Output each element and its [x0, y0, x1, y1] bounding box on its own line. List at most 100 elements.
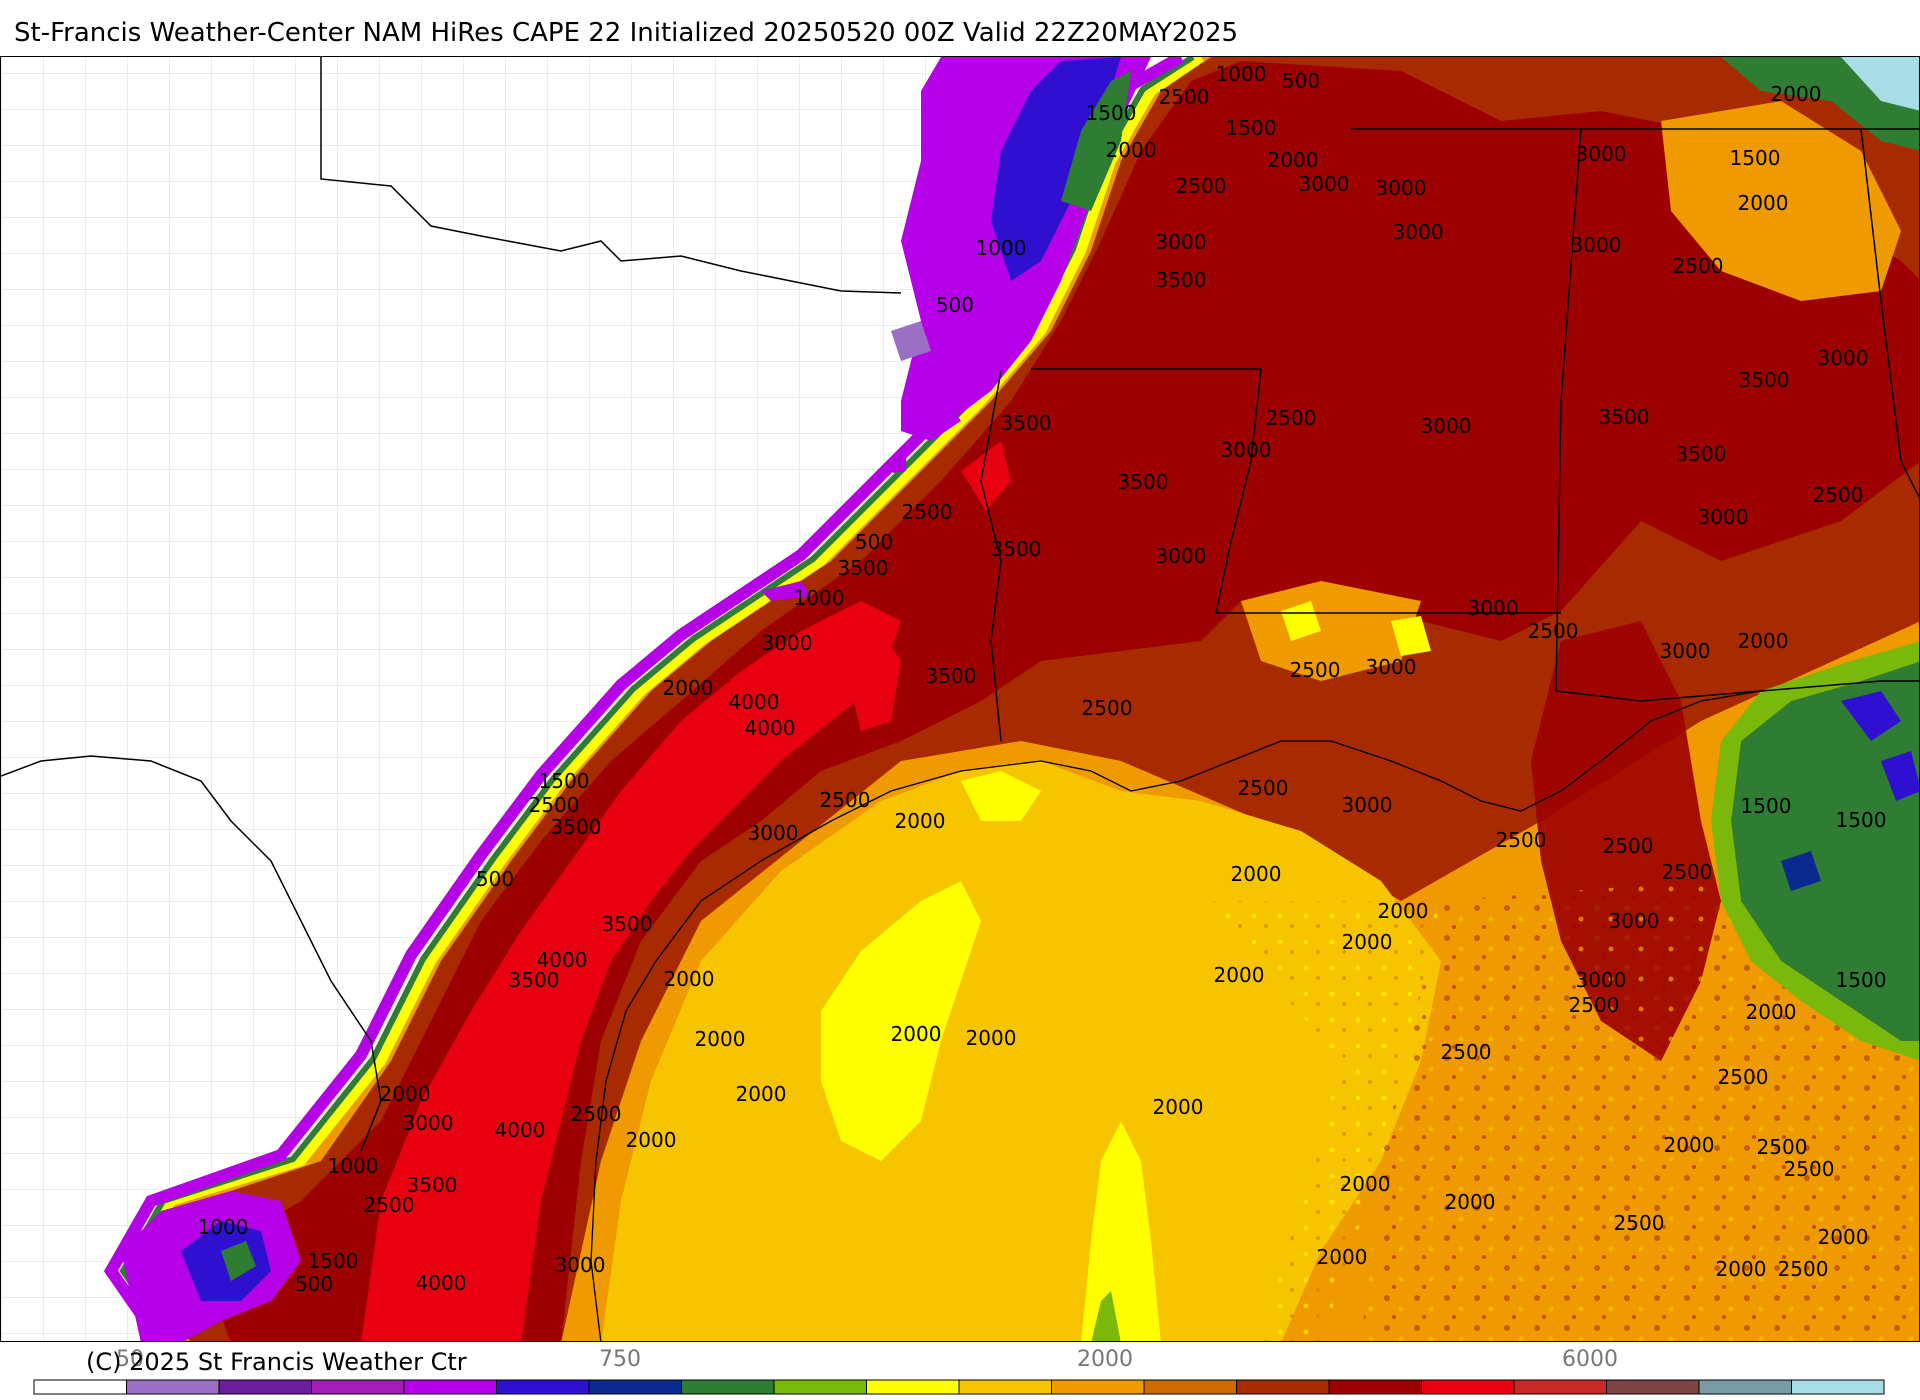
legend-swatch — [1698, 1379, 1792, 1395]
contour-label: 3000 — [1571, 233, 1622, 257]
legend-swatch — [496, 1379, 590, 1395]
contour-label: 2500 — [1662, 860, 1713, 884]
contour-label: 3500 — [602, 912, 653, 936]
contour-label: 1000 — [198, 1215, 249, 1239]
legend-swatch — [1791, 1379, 1885, 1395]
contour-label: 2000 — [663, 676, 714, 700]
contour-labels: 1000 500 2500 1500 1500 2000 2000 2000 3000 1500 2… — [198, 62, 1887, 1296]
contour-label: 3000 — [1818, 346, 1869, 370]
contour-label: 1500 — [1086, 101, 1137, 125]
contour-label: 2000 — [380, 1082, 431, 1106]
contour-label: 2000 — [1106, 138, 1157, 162]
contour-label: 2500 — [1757, 1135, 1808, 1159]
contour-label: 3000 — [1221, 438, 1272, 462]
contour-label: 2000 — [895, 809, 946, 833]
contour-label: 3000 — [403, 1111, 454, 1135]
color-scale-legend: 50 750 2000 6000 — [33, 1347, 1885, 1395]
contour-label: 2000 — [1738, 191, 1789, 215]
contour-label: 3000 — [1376, 176, 1427, 200]
contour-label: 3000 — [1609, 909, 1660, 933]
contour-label: 500 — [476, 867, 514, 891]
legend-swatch — [866, 1379, 960, 1395]
contour-label: 3500 — [1156, 268, 1207, 292]
contour-label: 500 — [936, 293, 974, 317]
contour-label: 1000 — [794, 586, 845, 610]
contour-label: 2000 — [736, 1082, 787, 1106]
cape-3500-region — [201, 61, 1919, 1341]
contour-label: 3500 — [1739, 368, 1790, 392]
contour-label: 2500 — [1603, 834, 1654, 858]
cape-map: 1000 500 2500 1500 1500 2000 2000 2000 3000 1500 2… — [0, 56, 1920, 1342]
contour-label: 2500 — [1290, 658, 1341, 682]
contour-label: 2000 — [1738, 629, 1789, 653]
contour-label: 3500 — [551, 815, 602, 839]
contour-label: 2500 — [1528, 619, 1579, 643]
contour-label: 1000 — [976, 236, 1027, 260]
contour-label: 3500 — [1118, 470, 1169, 494]
legend-swatch — [773, 1379, 867, 1395]
legend-swatch — [126, 1379, 220, 1395]
legend-swatch — [681, 1379, 775, 1395]
legend-swatch — [218, 1379, 312, 1395]
contour-label: 1500 — [308, 1249, 359, 1273]
legend-swatch — [33, 1379, 127, 1395]
contour-label: 3500 — [509, 968, 560, 992]
contour-label: 3500 — [838, 556, 889, 580]
legend-swatch — [588, 1379, 682, 1395]
contour-label: 2500 — [1718, 1065, 1769, 1089]
contour-label: 3500 — [926, 664, 977, 688]
contour-label: 500 — [855, 530, 893, 554]
contour-label: 2000 — [1214, 963, 1265, 987]
contour-label: 2000 — [1153, 1095, 1204, 1119]
legend-tick-label: 2000 — [1077, 1347, 1133, 1372]
contour-label: 2000 — [626, 1128, 677, 1152]
contour-label: 3500 — [1676, 442, 1727, 466]
contour-label: 2000 — [1664, 1133, 1715, 1157]
contour-label: 2500 — [1778, 1257, 1829, 1281]
contour-label: 2000 — [1317, 1245, 1368, 1269]
contour-label: 1500 — [1836, 968, 1887, 992]
legend-swatch — [1606, 1379, 1700, 1395]
copyright-text: (C) 2025 St Francis Weather Ctr — [86, 1348, 467, 1376]
legend-swatch — [1421, 1379, 1515, 1395]
contour-label: 1500 — [1836, 808, 1887, 832]
cape-2000-region — [821, 881, 981, 1161]
cape-1000-region — [991, 57, 1121, 281]
contour-label: 4000 — [537, 948, 588, 972]
contour-label: 4000 — [745, 716, 796, 740]
contour-label: 2000 — [695, 1027, 746, 1051]
contour-label: 2000 — [1231, 862, 1282, 886]
contour-label: 2000 — [1268, 148, 1319, 172]
cape-1500-region — [1731, 661, 1919, 1041]
legend-swatch — [403, 1379, 497, 1395]
cape-4000-region — [361, 601, 901, 1341]
contour-label: 2000 — [1746, 1000, 1797, 1024]
contour-label: 1500 — [1741, 794, 1792, 818]
contour-label: 3500 — [991, 537, 1042, 561]
contour-label: 2000 — [1342, 930, 1393, 954]
legend-swatch — [1236, 1379, 1330, 1395]
legend-tick-label: 50 — [116, 1347, 144, 1372]
contour-label: 2000 — [1771, 82, 1822, 106]
legend-tick-label: 750 — [599, 1347, 641, 1372]
contour-label: 2000 — [891, 1022, 942, 1046]
contour-label: 4000 — [416, 1271, 467, 1295]
contour-label: 3000 — [1342, 793, 1393, 817]
contour-label: 2500 — [1496, 828, 1547, 852]
contour-label: 3000 — [1576, 968, 1627, 992]
legend-tick-label: 6000 — [1562, 1347, 1618, 1372]
contour-label: 2000 — [1445, 1190, 1496, 1214]
contour-label: 2500 — [1569, 993, 1620, 1017]
contour-label: 3500 — [407, 1173, 458, 1197]
gulf-coastline — [590, 690, 1762, 1341]
cape-map-canvas: 1000 500 2500 1500 1500 2000 2000 2000 3000 1500 2… — [1, 57, 1919, 1341]
contour-label: 3000 — [1366, 655, 1417, 679]
contour-label: 500 — [295, 1272, 333, 1296]
legend-swatch — [1513, 1379, 1607, 1395]
contour-label: 3000 — [748, 821, 799, 845]
contour-label: 3500 — [1599, 405, 1650, 429]
contour-label: 2000 — [1716, 1257, 1767, 1281]
contour-label: 3000 — [1393, 220, 1444, 244]
contour-label: 2500 — [820, 788, 871, 812]
contour-label: 3000 — [555, 1253, 606, 1277]
